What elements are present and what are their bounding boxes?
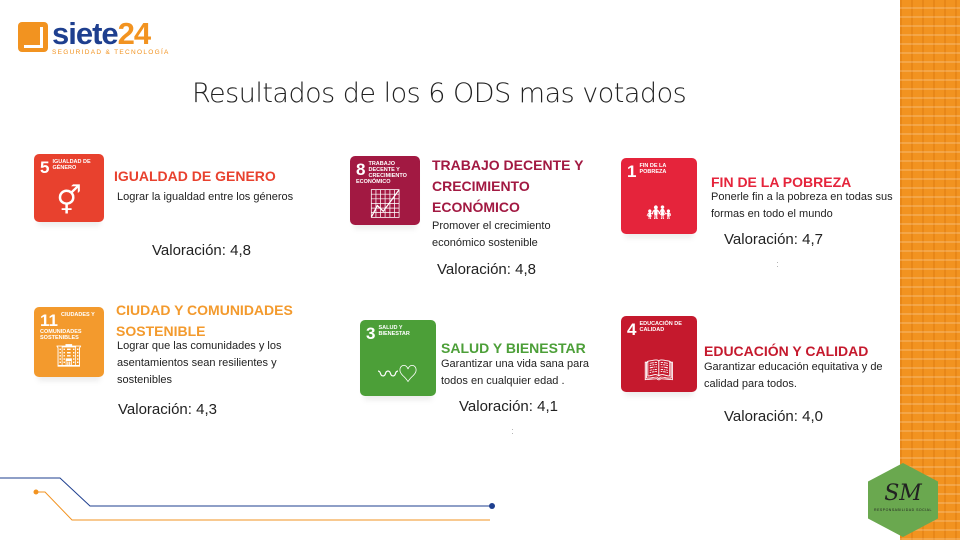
card-rating: Valoración: 4,8: [152, 242, 251, 259]
tile-label: Educación de calidad: [639, 321, 682, 333]
tile-label: Salud y bienestar: [378, 325, 410, 337]
tile-label: Ciudades y comunidades sostenibles: [40, 312, 95, 341]
logo-tagline: SEGURIDAD & TECNOLOGÍA: [52, 49, 170, 56]
sdg-tile-5: 5 Igualdad de género ⚥: [34, 154, 104, 222]
tile-label: Igualdad de género: [52, 159, 91, 171]
card-title: SALUD Y BIENESTAR: [441, 340, 586, 356]
slide-title: Resultados de los 6 ODS mas votados: [192, 78, 687, 109]
card-description: Promover el crecimiento económico sosten…: [432, 220, 551, 249]
logo-icon: [18, 22, 48, 52]
sdg-tile-3: 3 Salud y bienestar 〰♡: [360, 320, 436, 396]
book-icon: 📖︎: [643, 357, 675, 384]
card-description: Garantizar una vida sana para todos en c…: [441, 358, 589, 387]
badge-initials: SM: [884, 481, 922, 506]
card-description: Lograr que las comunidades y los asentam…: [117, 340, 282, 386]
card-rating: Valoración: 4,0: [724, 408, 823, 425]
card-title: EDUCACIÓN Y CALIDAD: [704, 343, 869, 359]
tile-label: Trabajo decente y crecimiento económico: [356, 161, 407, 185]
logo-name: siete: [52, 16, 119, 51]
badge-caption: RESPONSABILIDAD SOCIAL: [874, 508, 932, 512]
card-title: CIUDAD Y COMUNIDADES SOSTENIBLE: [116, 302, 293, 339]
sdg-tile-8: 8 Trabajo decente y crecimiento económico…: [350, 156, 420, 225]
card-description: Ponerle fin a la pobreza en todas sus fo…: [711, 191, 893, 220]
family-icon: 👪︎: [646, 202, 672, 224]
sdg-tile-11: 11 Ciudades y comunidades sostenibles 🏢︎: [34, 307, 104, 377]
decorative-side-strip: [900, 0, 960, 540]
heartbeat-icon: 〰♡: [378, 364, 418, 386]
growth-chart-icon: 📈︎: [367, 188, 403, 219]
social-responsibility-badge: SM RESPONSABILIDAD SOCIAL: [868, 463, 938, 537]
logo-number: 24: [117, 16, 151, 51]
tile-number: 11: [40, 311, 58, 330]
tile-number: 4: [627, 320, 637, 339]
card-rating: Valoración: 4,1: [459, 398, 558, 415]
gender-equality-icon: ⚥: [56, 185, 82, 216]
card-description: Lograr la igualdad entre los géneros: [117, 191, 294, 203]
ellipsis-dots: · ·: [776, 257, 779, 271]
tile-number: 5: [40, 158, 50, 177]
card-rating: Valoración: 4,7: [724, 231, 823, 248]
company-logo: siete24 SEGURIDAD & TECNOLOGÍA: [18, 18, 170, 56]
card-title: FIN DE LA POBREZA: [711, 174, 852, 190]
card-rating: Valoración: 4,3: [118, 401, 217, 418]
sdg-tile-4: 4 Educación de calidad 📖︎: [621, 316, 697, 392]
sdg-tile-1: 1 Fin de la pobreza 👪︎: [621, 158, 697, 234]
tile-number: 8: [356, 160, 366, 179]
ellipsis-dots: · ·: [511, 424, 514, 438]
tile-label: Fin de la pobreza: [639, 163, 667, 175]
card-rating: Valoración: 4,8: [437, 261, 536, 278]
tile-number: 3: [366, 324, 376, 343]
city-icon: 🏢︎: [55, 343, 83, 368]
card-description: Garantizar educación equitativa y de cal…: [704, 361, 883, 390]
tile-number: 1: [627, 162, 637, 181]
card-title: IGUALDAD DE GENERO: [114, 168, 276, 184]
card-title: TRABAJO DECENTE Y CRECIMIENTO ECONÓMICO: [432, 157, 584, 215]
